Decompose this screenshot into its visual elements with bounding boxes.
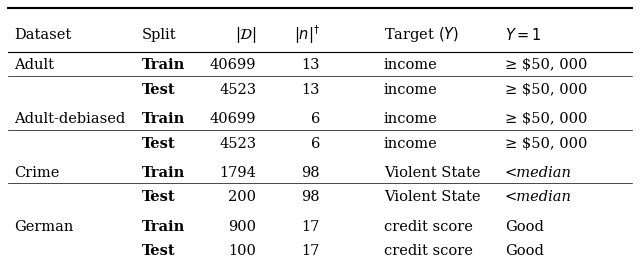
- Text: Violent State: Violent State: [384, 166, 480, 180]
- Text: Train: Train: [141, 220, 185, 233]
- Text: 4523: 4523: [219, 136, 256, 150]
- Text: 13: 13: [301, 58, 320, 72]
- Text: Test: Test: [141, 244, 175, 258]
- Text: Dataset: Dataset: [14, 28, 72, 42]
- Text: Test: Test: [141, 190, 175, 205]
- Text: $Y = 1$: $Y = 1$: [505, 27, 541, 43]
- Text: credit score: credit score: [384, 244, 472, 258]
- Text: <median: <median: [505, 190, 572, 205]
- Text: Good: Good: [505, 220, 543, 233]
- Text: ≥ $50, 000: ≥ $50, 000: [505, 136, 587, 150]
- Text: ≥ $50, 000: ≥ $50, 000: [505, 58, 587, 72]
- Text: Good: Good: [505, 244, 543, 258]
- Text: 17: 17: [301, 220, 320, 233]
- Text: $|\mathcal{D}|$: $|\mathcal{D}|$: [234, 25, 256, 45]
- Text: income: income: [384, 112, 438, 126]
- Text: 98: 98: [301, 166, 320, 180]
- Text: income: income: [384, 83, 438, 96]
- Text: Adult-debiased: Adult-debiased: [14, 112, 125, 126]
- Text: German: German: [14, 220, 74, 233]
- Text: <median: <median: [505, 166, 572, 180]
- Text: Adult: Adult: [14, 58, 54, 72]
- Text: Test: Test: [141, 83, 175, 96]
- Text: credit score: credit score: [384, 220, 472, 233]
- Text: 100: 100: [228, 244, 256, 258]
- Text: 13: 13: [301, 83, 320, 96]
- Text: 4523: 4523: [219, 83, 256, 96]
- Text: 17: 17: [301, 244, 320, 258]
- Text: Test: Test: [141, 136, 175, 150]
- Text: Target $(Y)$: Target $(Y)$: [384, 25, 459, 44]
- Text: ≥ $50, 000: ≥ $50, 000: [505, 83, 587, 96]
- Text: income: income: [384, 136, 438, 150]
- Text: 6: 6: [310, 112, 320, 126]
- Text: 6: 6: [310, 136, 320, 150]
- Text: Train: Train: [141, 112, 185, 126]
- Text: Crime: Crime: [14, 166, 60, 180]
- Text: 1794: 1794: [220, 166, 256, 180]
- Text: ≥ $50, 000: ≥ $50, 000: [505, 112, 587, 126]
- Text: Split: Split: [141, 28, 176, 42]
- Text: 900: 900: [228, 220, 256, 233]
- Text: 40699: 40699: [210, 58, 256, 72]
- Text: Violent State: Violent State: [384, 190, 480, 205]
- Text: Train: Train: [141, 58, 185, 72]
- Text: income: income: [384, 58, 438, 72]
- Text: 40699: 40699: [210, 112, 256, 126]
- Text: 98: 98: [301, 190, 320, 205]
- Text: 200: 200: [228, 190, 256, 205]
- Text: $|n|^{\dagger}$: $|n|^{\dagger}$: [294, 23, 320, 46]
- Text: Train: Train: [141, 166, 185, 180]
